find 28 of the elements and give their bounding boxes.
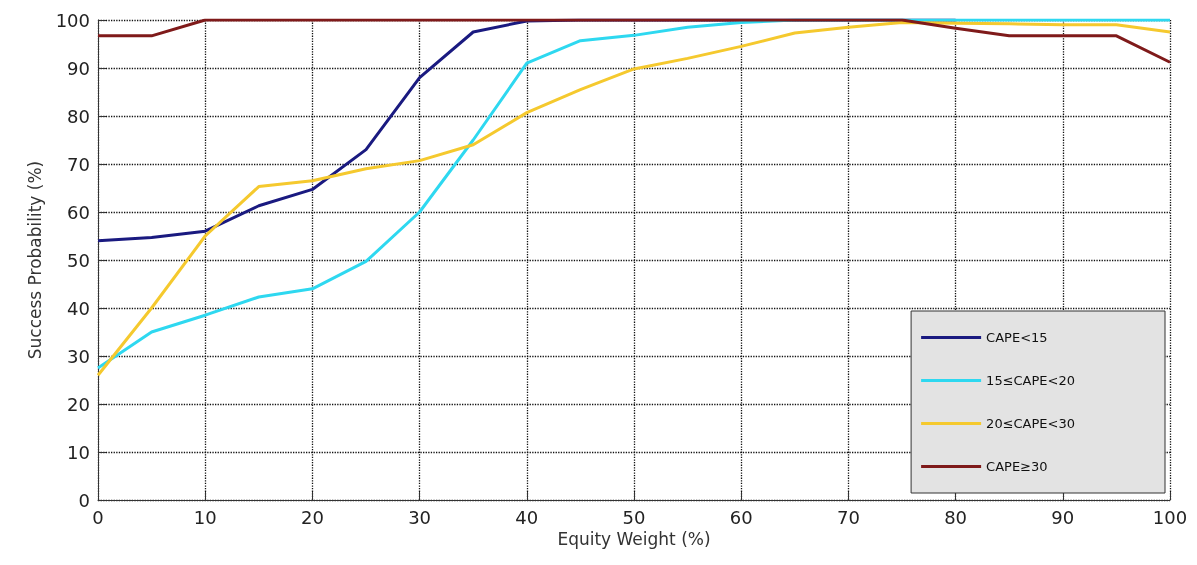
x-tick-label: 70 bbox=[836, 506, 860, 528]
y-axis-title: Success Probability (%) bbox=[24, 160, 45, 360]
y-tick-label: 60 bbox=[67, 201, 90, 223]
x-tick-label: 60 bbox=[729, 506, 753, 528]
x-tick-label: 30 bbox=[408, 506, 432, 528]
x-axis-title: Equity Weight (%) bbox=[557, 529, 711, 550]
legend-label: 15≤CAPE<20 bbox=[986, 373, 1076, 388]
x-tick-label: 10 bbox=[193, 506, 217, 528]
y-tick-label: 10 bbox=[67, 441, 90, 463]
y-tick-label: 80 bbox=[67, 105, 90, 127]
legend-label: CAPE<15 bbox=[986, 330, 1048, 345]
x-tick-label: 100 bbox=[1152, 506, 1188, 528]
y-tick-label: 70 bbox=[67, 153, 90, 175]
y-tick-label: 90 bbox=[67, 57, 90, 79]
x-tick-label: 90 bbox=[1051, 506, 1075, 528]
legend-label: 20≤CAPE<30 bbox=[986, 416, 1076, 431]
x-tick-label: 80 bbox=[944, 506, 968, 528]
x-tick-label: 20 bbox=[300, 506, 324, 528]
y-tick-label: 20 bbox=[67, 393, 90, 415]
y-tick-label: 50 bbox=[67, 249, 90, 271]
y-tick-label: 0 bbox=[78, 489, 90, 511]
x-tick-label: 40 bbox=[515, 506, 539, 528]
x-tick-label: 0 bbox=[92, 506, 104, 528]
y-tick-label: 100 bbox=[55, 9, 90, 31]
x-tick-label: 50 bbox=[622, 506, 646, 528]
y-tick-label: 40 bbox=[67, 297, 90, 319]
legend-label: CAPE≥30 bbox=[986, 459, 1048, 474]
y-tick-label: 30 bbox=[67, 345, 90, 367]
